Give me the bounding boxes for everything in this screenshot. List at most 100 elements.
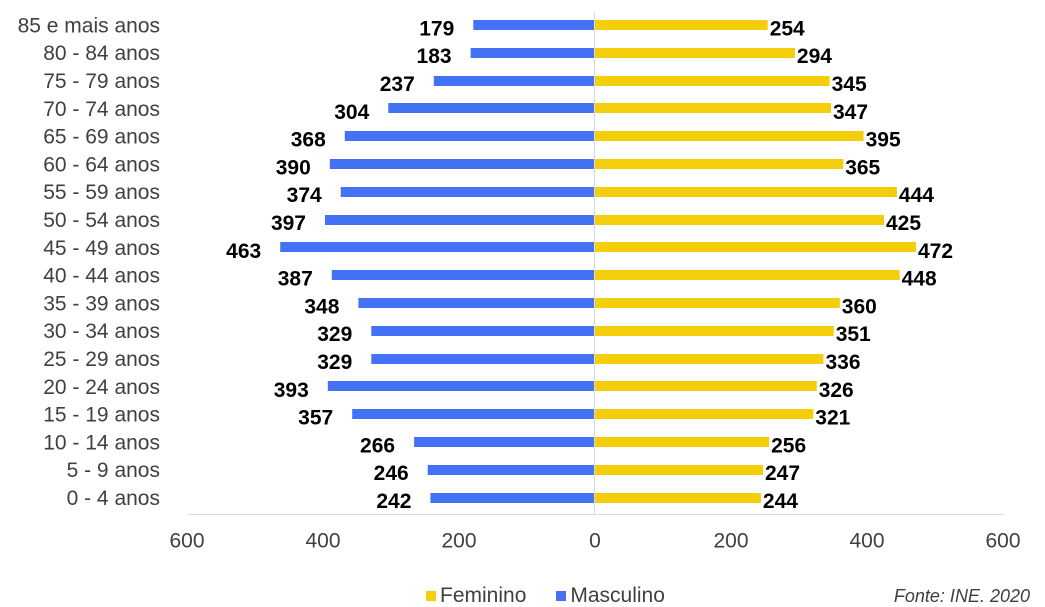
data-label-feminino-0-4-anos: 244 (763, 490, 798, 513)
bar-masculino-0-4-anos (430, 493, 595, 503)
data-label-feminino-65-69-anos: 395 (866, 129, 901, 152)
axes-group (187, 12, 1005, 515)
data-label-feminino-40-44-anos: 448 (902, 268, 937, 291)
category-label-55-59-anos: 55 - 59 anos (43, 181, 160, 204)
bar-feminino-55-59-anos (595, 187, 897, 197)
category-label-80-84-anos: 80 - 84 anos (43, 42, 160, 65)
category-label-0-4-anos: 0 - 4 anos (67, 487, 160, 510)
data-label-masculino-15-19-anos: 357 (298, 407, 333, 430)
data-label-feminino-35-39-anos: 360 (842, 295, 877, 318)
x-axis-tick-labels-group: 600 400 200 0 200 400 600 (169, 530, 1020, 553)
bar-masculino-20-24-anos (327, 381, 595, 391)
bar-feminino-20-24-anos (595, 381, 817, 391)
x-tick-label-3: 0 (589, 530, 601, 553)
legend-label-feminino: Feminino (440, 584, 527, 607)
data-label-masculino-35-39-anos: 348 (304, 295, 339, 318)
category-label-50-54-anos: 50 - 54 anos (43, 209, 160, 232)
data-label-masculino-30-34-anos: 329 (317, 323, 352, 346)
legend-swatch-feminino (426, 591, 436, 601)
bar-feminino-5-9-anos (595, 465, 763, 475)
category-label-70-74-anos: 70 - 74 anos (43, 98, 160, 121)
legend-item-feminino: Feminino (426, 585, 526, 607)
source-note: Fonte: INE. 2020 (893, 586, 1030, 606)
category-labels-group: 85 e mais anos 80 - 84 anos 75 - 79 anos 70… (18, 14, 160, 510)
data-label-masculino-50-54-anos: 397 (271, 212, 306, 235)
data-label-masculino-5-9-anos: 246 (374, 462, 409, 485)
bar-feminino-80-84-anos (595, 48, 795, 58)
category-label-40-44-anos: 40 - 44 anos (43, 265, 160, 288)
data-label-feminino-75-79-anos: 345 (832, 73, 867, 96)
bar-masculino-60-64-anos (329, 159, 595, 169)
category-label-10-14-anos: 10 - 14 anos (43, 431, 160, 454)
bar-masculino-45-49-anos (280, 242, 595, 252)
bar-masculino-75-79-anos (433, 76, 595, 86)
data-label-masculino-25-29-anos: 329 (317, 351, 352, 374)
category-label-75-79-anos: 75 - 79 anos (43, 70, 160, 93)
data-label-feminino-15-19-anos: 321 (815, 407, 850, 430)
data-label-feminino-5-9-anos: 247 (765, 462, 800, 485)
category-label-65-69-anos: 65 - 69 anos (43, 126, 160, 149)
bar-feminino-70-74-anos (595, 103, 831, 113)
legend-label-masculino: Masculino (570, 584, 665, 607)
bar-feminino-0-4-anos (595, 493, 761, 503)
data-label-masculino-60-64-anos: 390 (276, 156, 311, 179)
data-label-masculino-45-49-anos: 463 (226, 240, 261, 263)
data-label-masculino-85-e-mais-anos: 179 (419, 17, 454, 40)
x-tick-label-1: 400 (305, 530, 340, 553)
data-label-masculino-80-84-anos: 183 (417, 45, 452, 68)
bar-feminino-65-69-anos (595, 131, 864, 141)
data-label-masculino-65-69-anos: 368 (291, 129, 326, 152)
bar-masculino-85-e-mais-anos (473, 20, 595, 30)
data-label-masculino-0-4-anos: 242 (376, 490, 411, 513)
data-label-feminino-85-e-mais-anos: 254 (770, 17, 805, 40)
legend-swatch-masculino (556, 591, 567, 601)
category-label-30-34-anos: 30 - 34 anos (43, 320, 160, 343)
bar-masculino-35-39-anos (358, 298, 595, 308)
x-tick-label-4: 200 (713, 530, 748, 553)
data-label-feminino-70-74-anos: 347 (833, 101, 868, 124)
data-label-masculino-20-24-anos: 393 (274, 379, 309, 402)
data-label-feminino-20-24-anos: 326 (819, 379, 854, 402)
bar-masculino-15-19-anos (352, 409, 595, 419)
category-label-60-64-anos: 60 - 64 anos (43, 153, 160, 176)
bar-masculino-30-34-anos (371, 326, 595, 336)
bar-feminino-75-79-anos (595, 76, 830, 86)
bar-masculino-5-9-anos (427, 465, 595, 475)
data-label-feminino-60-64-anos: 365 (845, 156, 880, 179)
bar-feminino-40-44-anos (595, 270, 900, 280)
category-label-45-49-anos: 45 - 49 anos (43, 237, 160, 260)
category-label-85-e-mais-anos: 85 e mais anos (18, 14, 160, 37)
bar-feminino-35-39-anos (595, 298, 840, 308)
legend-item-masculino: Masculino (556, 585, 665, 607)
data-label-feminino-25-29-anos: 336 (826, 351, 861, 374)
category-label-20-24-anos: 20 - 24 anos (43, 376, 160, 399)
x-tick-label-0: 600 (169, 530, 204, 553)
bars-group (280, 20, 916, 503)
bar-masculino-80-84-anos (470, 48, 595, 58)
category-label-35-39-anos: 35 - 39 anos (43, 292, 160, 315)
data-label-feminino-55-59-anos: 444 (899, 184, 934, 207)
bar-masculino-55-59-anos (340, 187, 595, 197)
bar-feminino-15-19-anos (595, 409, 814, 419)
bar-feminino-45-49-anos (595, 242, 916, 252)
category-label-25-29-anos: 25 - 29 anos (43, 348, 160, 371)
bar-masculino-50-54-anos (325, 215, 595, 225)
data-label-masculino-10-14-anos: 266 (360, 434, 395, 457)
data-label-feminino-45-49-anos: 472 (918, 240, 953, 263)
data-labels-group: 254 179 294 183 345 237 347 304 395 368 365 390 444 3… (226, 17, 953, 513)
bar-feminino-10-14-anos (595, 437, 770, 447)
category-label-15-19-anos: 15 - 19 anos (43, 404, 160, 427)
bar-feminino-60-64-anos (595, 159, 844, 169)
bar-feminino-25-29-anos (595, 354, 824, 364)
data-label-feminino-10-14-anos: 256 (771, 434, 806, 457)
category-label-5-9-anos: 5 - 9 anos (67, 459, 160, 482)
bar-masculino-40-44-anos (331, 270, 595, 280)
bar-masculino-65-69-anos (344, 131, 595, 141)
bar-feminino-30-34-anos (595, 326, 834, 336)
data-label-masculino-40-44-anos: 387 (278, 268, 313, 291)
data-label-masculino-75-79-anos: 237 (380, 73, 415, 96)
bar-masculino-25-29-anos (371, 354, 595, 364)
data-label-feminino-50-54-anos: 425 (886, 212, 921, 235)
